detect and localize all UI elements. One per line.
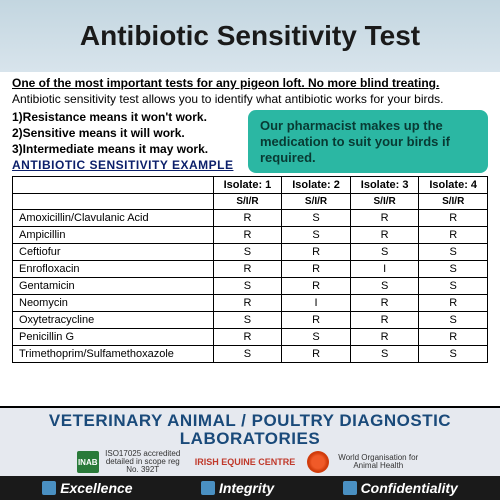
title-banner: Antibiotic Sensitivity Test [0,0,500,72]
sir-value: S [350,278,419,295]
isolate-2-header: Isolate: 2 [282,177,351,194]
table-row: NeomycinRIRR [13,295,488,312]
means-row: 1)Resistance means it won't work. 2)Sens… [12,110,488,174]
sir-value: R [282,278,351,295]
sir-value: R [282,261,351,278]
table-row: AmpicillinRSRR [13,227,488,244]
sir-value: S [213,346,282,363]
sir-value: S [282,329,351,346]
table-row: OxytetracyclineSRRS [13,312,488,329]
footer-dark: Excellence Integrity Confidentiality [0,476,500,500]
antibiotic-name: Ampicillin [13,227,214,244]
table-row: Penicillin GRSRR [13,329,488,346]
sir-value: R [282,244,351,261]
table-row: GentamicinSRSS [13,278,488,295]
footer-excellence: Excellence [42,480,132,496]
table-row: CeftiofurSRSS [13,244,488,261]
means-resistance: 1)Resistance means it won't work. [12,110,240,124]
antibiotic-name: Oxytetracycline [13,312,214,329]
sir-value: R [350,227,419,244]
sir-value: S [213,312,282,329]
woah-icon [307,451,329,473]
table-corner-cell [13,177,214,194]
antibiotic-name: Neomycin [13,295,214,312]
isolate-4-header: Isolate: 4 [419,177,488,194]
sir-value: R [350,312,419,329]
sir-value: I [350,261,419,278]
sir-value: R [350,295,419,312]
accreditation-logo: INAB ISO17025 accredited detailed in sco… [77,450,183,474]
sir-value: R [213,210,282,227]
antibiotic-name: Penicillin G [13,329,214,346]
content-area: One of the most important tests for any … [0,72,500,367]
isolate-1-header: Isolate: 1 [213,177,282,194]
table-row: Amoxicillin/Clavulanic AcidRSRR [13,210,488,227]
sir-value: S [419,312,488,329]
sir-value: R [282,312,351,329]
table-subhead-row: S/I/R S/I/R S/I/R S/I/R [13,194,488,210]
sir-value: R [419,210,488,227]
footer-wrap: VETERINARY ANIMAL / POULTRY DIAGNOSTIC L… [0,406,500,500]
sir-value: S [213,278,282,295]
footer-integrity: Integrity [201,480,274,496]
excellence-icon [42,481,56,495]
sir-value: R [419,295,488,312]
antibiotic-name: Trimethoprim/Sulfamethoxazole [13,346,214,363]
pharmacist-callout: Our pharmacist makes up the medication t… [248,110,488,173]
means-list: 1)Resistance means it won't work. 2)Sens… [12,110,240,174]
lab-title: VETERINARY ANIMAL / POULTRY DIAGNOSTIC L… [8,412,492,448]
sir-value: R [213,329,282,346]
footer-confidentiality: Confidentiality [343,480,458,496]
sir-value: S [350,346,419,363]
equine-logo: IRISH EQUINE CENTRE [195,457,296,467]
confidentiality-icon [343,481,357,495]
woah-logo: World Organisation for Animal Health [307,451,423,473]
table-row: EnrofloxacinRRIS [13,261,488,278]
means-intermediate: 3)Intermediate means it may work. [12,142,240,156]
intro-sub: Antibiotic sensitivity test allows you t… [12,92,488,106]
means-sensitive: 2)Sensitive means it will work. [12,126,240,140]
lab-banner: VETERINARY ANIMAL / POULTRY DIAGNOSTIC L… [0,406,500,476]
example-label: ANTIBIOTIC SENSITIVITY EXAMPLE [12,158,240,172]
sir-value: R [419,329,488,346]
inab-icon: INAB [77,451,99,473]
sir-value: S [419,244,488,261]
sir-value: R [213,261,282,278]
sir-value: S [350,244,419,261]
antibiotic-name: Gentamicin [13,278,214,295]
sir-value: I [282,295,351,312]
antibiotic-name: Ceftiofur [13,244,214,261]
sir-value: S [213,244,282,261]
table-header-row: Isolate: 1 Isolate: 2 Isolate: 3 Isolate… [13,177,488,194]
sir-value: R [350,329,419,346]
integrity-icon [201,481,215,495]
sir-value: R [213,295,282,312]
antibiotic-name: Amoxicillin/Clavulanic Acid [13,210,214,227]
sir-value: R [419,227,488,244]
isolate-3-header: Isolate: 3 [350,177,419,194]
sir-value: S [282,210,351,227]
intro-bold: One of the most important tests for any … [12,76,488,90]
antibiotic-name: Enrofloxacin [13,261,214,278]
sir-value: S [419,346,488,363]
lab-logos: INAB ISO17025 accredited detailed in sco… [8,450,492,474]
sir-value: R [282,346,351,363]
page-title: Antibiotic Sensitivity Test [80,21,420,50]
sir-value: S [282,227,351,244]
sir-value: R [350,210,419,227]
sir-value: S [419,278,488,295]
sensitivity-table: Isolate: 1 Isolate: 2 Isolate: 3 Isolate… [12,176,488,363]
sir-value: S [419,261,488,278]
table-row: Trimethoprim/SulfamethoxazoleSRSS [13,346,488,363]
sir-value: R [213,227,282,244]
